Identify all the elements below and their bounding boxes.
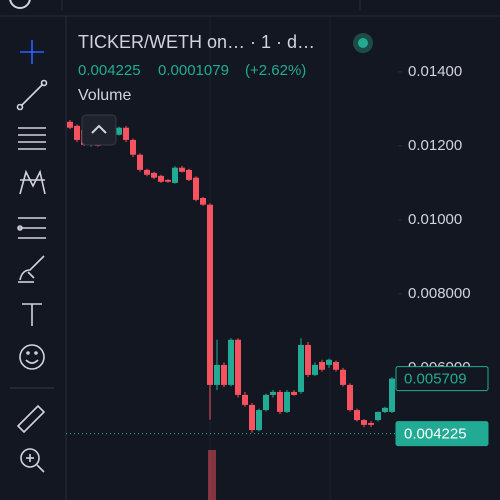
candle-body xyxy=(207,204,213,385)
candle-body xyxy=(116,127,122,135)
candle-body xyxy=(270,391,276,395)
candle-body xyxy=(319,361,325,370)
candle-body xyxy=(67,121,73,128)
candle-body xyxy=(123,127,129,140)
y-tick-label: 0.01000 xyxy=(408,211,462,228)
candle-body xyxy=(284,391,290,412)
candle-body xyxy=(235,339,241,395)
price-label-box xyxy=(395,421,489,447)
candle-body xyxy=(354,410,360,421)
plot: 0.014000.012000.010000.0080000.0060000.0… xyxy=(66,63,489,450)
candle-body xyxy=(333,361,339,370)
top-bar xyxy=(0,0,500,16)
price-change: 0.0001079 xyxy=(158,62,229,79)
candle-body xyxy=(277,391,283,412)
toolbar xyxy=(10,40,54,473)
candle-body xyxy=(361,420,367,425)
pattern-tool[interactable] xyxy=(19,169,46,195)
candle-body xyxy=(172,167,178,183)
candle-body xyxy=(74,125,80,140)
volume-bar xyxy=(208,450,216,500)
candle-body xyxy=(221,364,227,385)
candle-body xyxy=(193,177,199,200)
price-change-pct: (+2.62%) xyxy=(245,62,306,79)
volume-label: Volume xyxy=(78,87,131,104)
price-label: 0.005709 xyxy=(404,371,467,388)
price-label-box xyxy=(395,366,489,392)
candle-body xyxy=(312,364,318,375)
candle-body xyxy=(186,169,192,180)
emoji-tool[interactable] xyxy=(19,344,45,370)
candle-body xyxy=(375,411,381,421)
candle-body xyxy=(347,384,353,411)
zoom-tool[interactable] xyxy=(20,448,45,473)
crosshair-tool[interactable] xyxy=(20,40,44,64)
collapse-button[interactable] xyxy=(81,114,117,146)
candle-body xyxy=(368,423,374,425)
symbol-title[interactable]: TICKER/WETH on… · 1 · d… xyxy=(78,32,315,52)
candle-body xyxy=(298,344,304,392)
candle-body xyxy=(291,391,297,395)
candle-body xyxy=(151,172,157,178)
candle-body xyxy=(389,378,395,412)
candle-body xyxy=(165,179,171,182)
candle-body xyxy=(263,394,269,411)
status-dot xyxy=(358,38,368,48)
candle-body xyxy=(179,167,185,172)
candle-body xyxy=(214,364,220,385)
candle-body xyxy=(200,198,206,205)
candle-body xyxy=(228,339,234,385)
candle-body xyxy=(340,369,346,385)
candle-body xyxy=(137,154,143,170)
candle-body xyxy=(130,139,136,155)
candle-body xyxy=(256,410,262,431)
candle-body xyxy=(242,394,248,405)
y-tick-label: 0.01200 xyxy=(408,137,462,154)
price-label: 0.004225 xyxy=(404,426,467,443)
y-tick-label: 0.01400 xyxy=(408,63,462,80)
collapse-icon xyxy=(91,124,107,134)
top-icon[interactable] xyxy=(9,0,31,9)
brush-tool[interactable] xyxy=(18,255,45,283)
prediction-tool[interactable] xyxy=(17,217,46,239)
ruler-tool[interactable] xyxy=(16,404,46,434)
candle-body xyxy=(144,169,150,175)
candle-body xyxy=(305,344,311,375)
candle-body xyxy=(326,359,332,365)
fib-tool[interactable] xyxy=(18,127,46,150)
candle-body xyxy=(158,175,164,182)
candle-body xyxy=(249,404,255,431)
line-tool[interactable] xyxy=(16,79,48,111)
text-tool[interactable] xyxy=(22,303,42,326)
y-tick-label: 0.008000 xyxy=(408,285,471,302)
last-price: 0.004225 xyxy=(78,62,141,79)
candle-body xyxy=(382,407,388,412)
